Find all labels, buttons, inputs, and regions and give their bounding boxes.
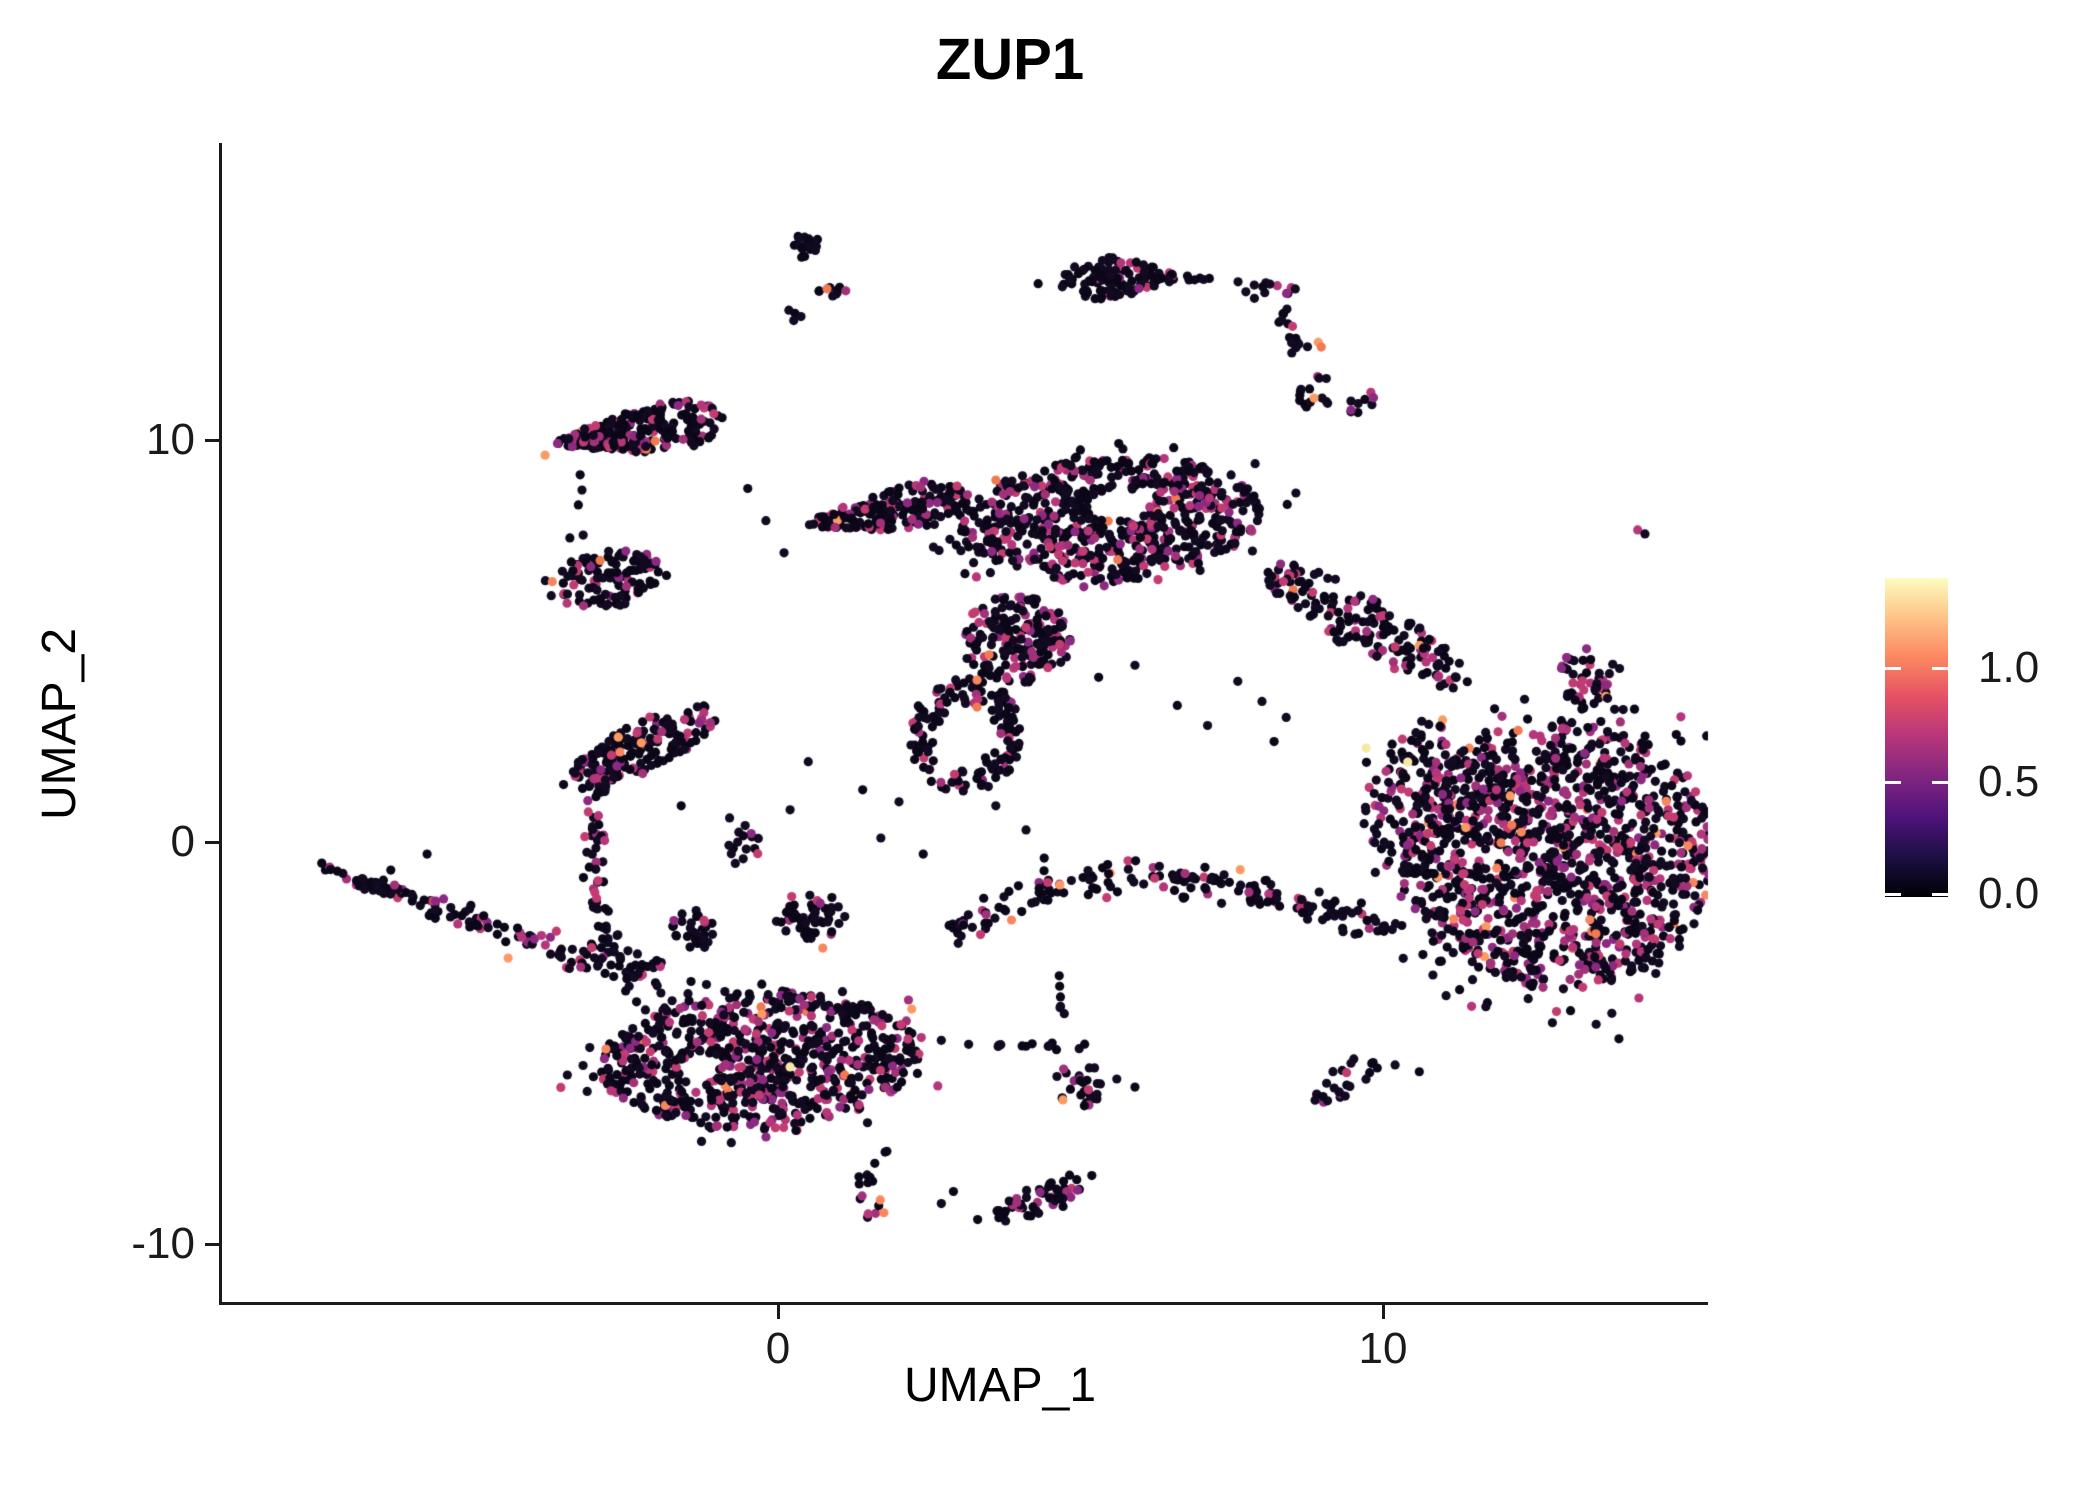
- y-tick-label: -10: [131, 1218, 195, 1268]
- x-tick-label: 0: [765, 1324, 791, 1373]
- colorbar-gradient: [1885, 578, 1948, 897]
- y-tick-mark: [205, 841, 219, 844]
- y-tick-mark: [205, 439, 219, 443]
- y-tick-label: 0: [170, 817, 195, 866]
- colorbar-tick-mark: [1932, 781, 1948, 785]
- x-tick-label: 10: [1358, 1324, 1408, 1373]
- y-tick-mark: [205, 1242, 219, 1246]
- x-axis-line: [219, 1302, 1708, 1305]
- colorbar-legend: [1885, 578, 1948, 897]
- colorbar-tick-mark: [1885, 781, 1901, 785]
- colorbar-tick-mark: [1932, 893, 1948, 896]
- colorbar-tick-label: 0.0: [1978, 869, 2040, 918]
- colorbar-tick-label: 0.5: [1978, 757, 2040, 807]
- y-axis-line: [219, 143, 222, 1305]
- colorbar-tick-mark: [1932, 666, 1948, 670]
- colorbar-tick-mark: [1885, 666, 1901, 670]
- colorbar-tick-mark: [1885, 893, 1901, 896]
- x-tick-mark: [777, 1305, 780, 1319]
- y-tick-label: 10: [146, 415, 195, 465]
- colorbar-tick-label: 1.0: [1978, 642, 2040, 692]
- x-tick-mark: [1382, 1305, 1385, 1319]
